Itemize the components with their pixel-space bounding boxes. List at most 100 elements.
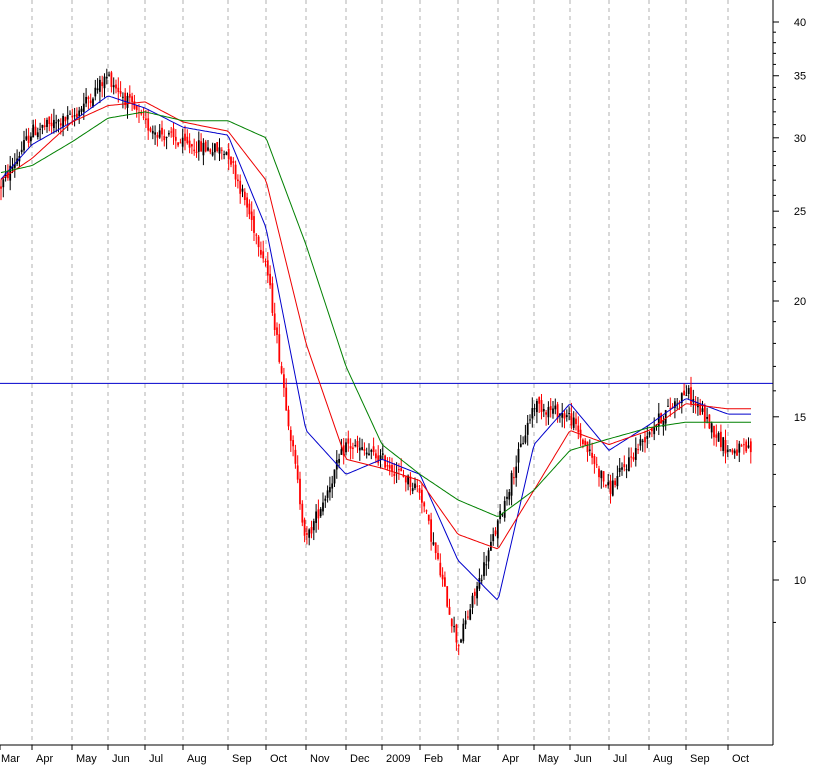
price-bar (94, 79, 97, 101)
price-bar (266, 252, 269, 284)
price-bar (540, 394, 543, 420)
price-bar (621, 462, 623, 476)
price-bar (393, 462, 396, 485)
price-bar (726, 445, 729, 457)
x-tick-label: May (76, 753, 97, 765)
price-bar (446, 586, 449, 608)
price-bar (46, 117, 48, 133)
price-bar (464, 610, 467, 629)
axes (0, 0, 774, 746)
price-bar (680, 392, 683, 414)
x-tick-label: Sep (690, 753, 710, 765)
price-bar (345, 438, 347, 456)
price-bar (416, 478, 419, 493)
price-bar (402, 469, 405, 478)
x-tick-label: Apr (36, 753, 53, 765)
price-bar (2, 177, 5, 198)
price-bar (411, 482, 414, 495)
price-bar (386, 457, 389, 471)
price-bar (494, 527, 497, 537)
price-bar (322, 492, 324, 516)
price-bar (103, 73, 106, 98)
price-bar (577, 416, 580, 440)
x-tick-label: Jul (149, 753, 163, 765)
price-bar (667, 398, 669, 407)
price-bar (347, 430, 350, 452)
price-bar (306, 526, 308, 545)
price-bar (30, 132, 32, 146)
price-bar (715, 424, 718, 447)
price-bar (519, 434, 522, 448)
price-bar (699, 398, 702, 416)
price-bar (584, 438, 587, 446)
x-tick-label: Mar (1, 753, 20, 765)
price-bar (623, 455, 626, 472)
price-bar (354, 439, 357, 448)
price-bar (439, 553, 442, 578)
price-bar (181, 128, 184, 154)
price-bar (356, 435, 359, 453)
price-bar (496, 519, 499, 547)
price-bar (648, 431, 651, 438)
price-bar (379, 449, 382, 469)
price-bar (363, 442, 366, 456)
price-bar (257, 235, 260, 257)
price-bar (384, 454, 386, 470)
price-bar (467, 610, 469, 620)
moving-average-red (0, 101, 751, 550)
price-bar (421, 483, 423, 514)
price-bar (179, 138, 182, 144)
price-bar (710, 421, 713, 439)
price-bar (646, 425, 649, 449)
price-bar (614, 478, 616, 488)
price-bar (168, 130, 170, 137)
price-bar (34, 119, 37, 136)
price-bar (434, 542, 437, 560)
price-bar (27, 127, 30, 148)
price-bar (276, 322, 278, 344)
price-bar (616, 465, 619, 490)
moving-average-blue (0, 95, 751, 601)
price-bar (370, 448, 373, 460)
price-bar (738, 440, 741, 463)
price-bar (570, 402, 573, 430)
x-tick-label: 2009 (386, 753, 410, 765)
price-bar (513, 467, 515, 485)
price-bar (151, 125, 154, 140)
price-bar (630, 447, 633, 468)
price-bar (542, 403, 545, 418)
price-bar (349, 438, 352, 460)
moving-average-green (0, 111, 751, 517)
price-bar (372, 437, 375, 456)
price-bar (237, 174, 239, 189)
price-bar (473, 588, 476, 605)
price-bar (234, 160, 237, 187)
price-bar (625, 464, 628, 479)
price-bar (216, 141, 219, 153)
price-bar (381, 443, 384, 460)
price-bar (361, 438, 363, 451)
price-bar (400, 458, 403, 472)
price-bar (720, 424, 722, 452)
price-bar (708, 414, 711, 430)
x-tick-label: Apr (502, 753, 519, 765)
price-bar (377, 445, 380, 466)
price-bar (312, 518, 315, 541)
price-bar (538, 396, 541, 413)
price-bar (453, 616, 455, 633)
price-bar (618, 458, 621, 477)
price-bar (476, 581, 478, 606)
price-bar (283, 367, 285, 397)
price-bar (223, 150, 225, 160)
price-bar (273, 302, 276, 336)
price-bar (545, 409, 547, 426)
price-bar (200, 133, 202, 152)
price-bar (717, 431, 720, 442)
price-bar (552, 400, 554, 419)
y-tick-label: 20 (794, 296, 806, 308)
price-bar (128, 85, 131, 103)
x-tick-label: Mar (462, 753, 481, 765)
price-bar (163, 129, 166, 147)
x-tick-label: Jul (613, 753, 627, 765)
